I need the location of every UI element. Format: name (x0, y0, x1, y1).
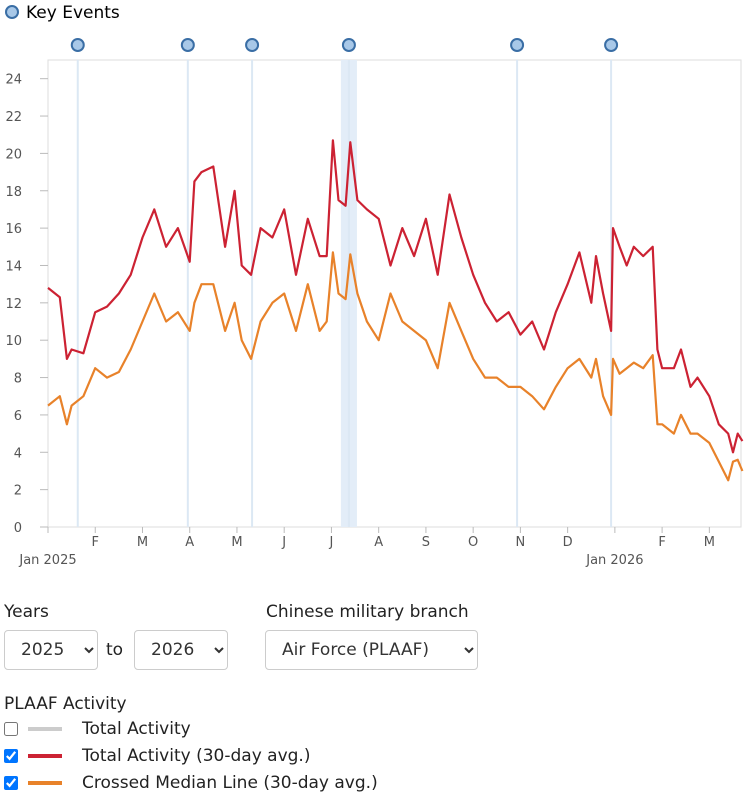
plot-frame (47, 59, 742, 528)
y-tick-label: 2 (14, 484, 22, 499)
legend-row: Total Activity (30-day avg.) (4, 746, 310, 766)
x-tick-label: A (185, 535, 194, 550)
y-tick-label: 8 (14, 372, 22, 387)
x-tick-label: M (231, 535, 242, 550)
y-tick-label: 4 (14, 446, 22, 461)
y-tick-label: 20 (5, 147, 22, 162)
event-marker[interactable] (604, 38, 619, 52)
event-marker[interactable] (341, 38, 356, 52)
key-events-label: Key Events (26, 3, 120, 23)
checkbox[interactable] (4, 776, 18, 790)
x-tick-label: J (329, 535, 334, 550)
legend-row: Total Activity (4, 719, 191, 739)
x-tick-label: F (91, 535, 98, 550)
checkbox[interactable] (4, 722, 18, 736)
to-label: to (106, 640, 124, 660)
x-tick-label: M (137, 535, 148, 550)
x-tick-label: M (704, 535, 715, 550)
series-line (47, 251, 744, 482)
year-to-select[interactable]: 2026 (134, 630, 228, 670)
event-marker[interactable] (510, 38, 525, 52)
branch-label: Chinese military branch (266, 602, 469, 622)
checkbox[interactable] (4, 749, 18, 763)
legend-label: Total Activity (82, 719, 191, 739)
y-tick-label: 10 (5, 334, 22, 349)
panel-title: PLAAF Activity (4, 694, 127, 714)
x-tick-label: D (563, 535, 573, 550)
x-tick-label: Jan 2025 (18, 553, 76, 568)
year-from-select[interactable]: 2025 (4, 630, 98, 670)
event-marker[interactable] (70, 38, 85, 52)
x-tick-label: N (516, 535, 526, 550)
x-tick-label: O (468, 535, 478, 550)
y-tick-label: 22 (5, 110, 22, 125)
y-tick-label: 16 (5, 222, 22, 237)
y-tick-label: 24 (5, 73, 22, 88)
y-tick-label: 18 (5, 185, 22, 200)
x-tick-label: F (658, 535, 665, 550)
legend-swatch (28, 754, 62, 758)
event-marker[interactable] (180, 38, 195, 52)
years-label: Years (4, 602, 49, 622)
event-marker[interactable] (245, 38, 260, 52)
y-tick-label: 14 (5, 259, 22, 274)
branch-select[interactable]: Air Force (PLAAF) (265, 630, 478, 670)
x-tick-label: Jan 2026 (585, 553, 643, 568)
legend-swatch (28, 781, 62, 785)
y-tick-label: 6 (14, 409, 22, 424)
legend-swatch (28, 727, 62, 731)
x-tick-label: A (374, 535, 383, 550)
legend-label: Crossed Median Line (30-day avg.) (82, 773, 378, 793)
y-tick-label: 0 (14, 521, 22, 536)
legend-label: Total Activity (30-day avg.) (82, 746, 311, 766)
key-events-icon (5, 5, 19, 19)
x-tick-label: S (422, 535, 430, 550)
legend-row: Crossed Median Line (30-day avg.) (4, 773, 378, 793)
x-tick-label: J (281, 535, 286, 550)
y-tick-label: 12 (5, 297, 22, 312)
series-line (47, 139, 744, 454)
